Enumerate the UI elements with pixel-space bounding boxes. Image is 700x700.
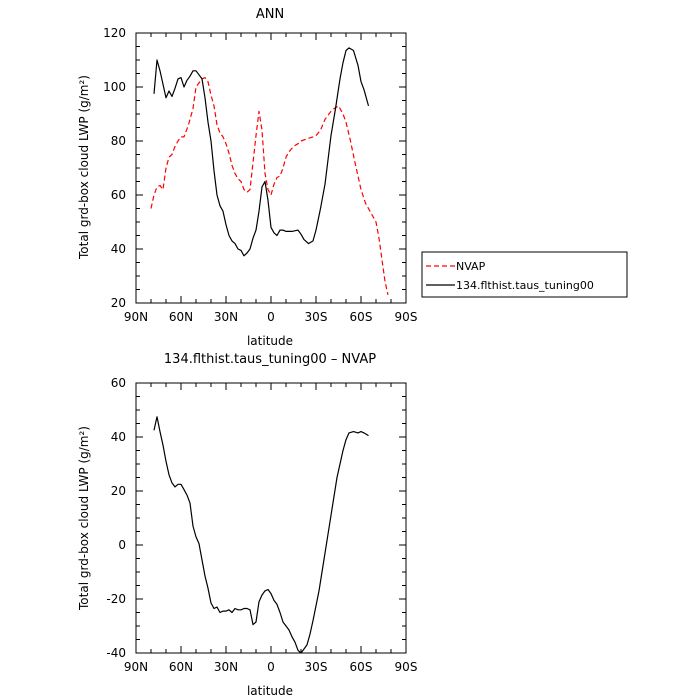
x-tick-labels: 90N 60N 30N 0 30S 60S 90S bbox=[124, 660, 418, 674]
x-tick-label: 30S bbox=[305, 660, 328, 674]
y-tick-label: -20 bbox=[106, 592, 126, 606]
x-tick-labels: 90N 60N 30N 0 30S 60S 90S bbox=[124, 310, 418, 324]
chart-title: ANN bbox=[256, 7, 284, 22]
legend-label-nvap: NVAP bbox=[456, 260, 486, 273]
x-tick-label: 30N bbox=[214, 660, 238, 674]
x-tick-label: 90N bbox=[124, 310, 148, 324]
chart-title: 134.flthist.taus_tuning00 – NVAP bbox=[164, 352, 376, 367]
x-axis-label: latitude bbox=[247, 334, 293, 348]
y-tick-label: 60 bbox=[111, 376, 126, 390]
y-tick-labels: 20 40 60 80 100 120 bbox=[103, 26, 126, 310]
y-tick-label: 40 bbox=[111, 430, 126, 444]
x-tick-label: 0 bbox=[267, 660, 275, 674]
y-tick-labels: -40 -20 0 20 40 60 bbox=[106, 376, 126, 660]
y-tick-label: -40 bbox=[106, 646, 126, 660]
x-tick-label: 90N bbox=[124, 660, 148, 674]
axis-ticks bbox=[135, 32, 407, 304]
y-tick-label: 100 bbox=[103, 80, 126, 94]
y-tick-label: 40 bbox=[111, 242, 126, 256]
x-axis-label: latitude bbox=[247, 684, 293, 698]
axis-ticks bbox=[135, 382, 407, 654]
series-line bbox=[150, 76, 389, 296]
x-tick-label: 60S bbox=[350, 310, 373, 324]
series-line bbox=[153, 416, 369, 654]
legend: NVAP 134.flthist.taus_tuning00 bbox=[421, 251, 628, 298]
y-tick-label: 120 bbox=[103, 26, 126, 40]
y-tick-label: 0 bbox=[118, 538, 126, 552]
y-tick-label: 20 bbox=[111, 484, 126, 498]
y-axis-label: Total grd-box cloud LWP (g/m²) bbox=[77, 75, 91, 260]
series-line bbox=[153, 47, 370, 257]
y-tick-label: 60 bbox=[111, 188, 126, 202]
x-tick-label: 90S bbox=[395, 310, 418, 324]
x-tick-label: 30S bbox=[305, 310, 328, 324]
x-tick-label: 60N bbox=[169, 660, 193, 674]
x-tick-label: 0 bbox=[267, 310, 275, 324]
legend-box bbox=[421, 251, 628, 298]
x-tick-label: 90S bbox=[395, 660, 418, 674]
plot-frame bbox=[135, 32, 407, 304]
x-tick-label: 60S bbox=[350, 660, 373, 674]
x-tick-label: 30N bbox=[214, 310, 238, 324]
series-group bbox=[150, 47, 389, 296]
plot-frame bbox=[135, 382, 407, 654]
x-tick-label: 60N bbox=[169, 310, 193, 324]
series-group bbox=[153, 416, 369, 654]
y-tick-label: 80 bbox=[111, 134, 126, 148]
chart-panel-bottom: 134.flthist.taus_tuning00 – NVAP -40 -20 0… bbox=[77, 352, 417, 698]
legend-label-model: 134.flthist.taus_tuning00 bbox=[456, 279, 594, 292]
y-axis-label: Total grd-box cloud LWP (g/m²) bbox=[77, 426, 91, 611]
chart-panel-top: ANN 20 40 60 80 100 120 90N 60N 30N 0 30S 60S 90S l… bbox=[77, 7, 417, 348]
y-tick-label: 20 bbox=[111, 296, 126, 310]
